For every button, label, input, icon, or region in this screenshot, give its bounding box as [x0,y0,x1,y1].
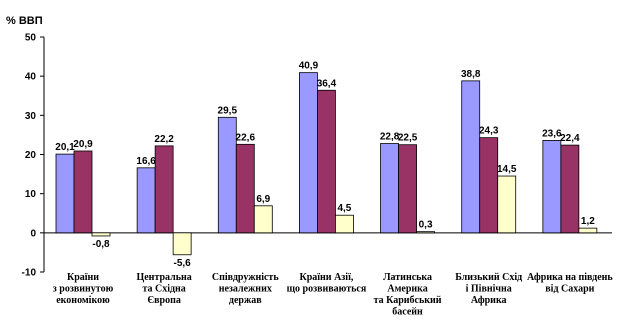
category-label-line: незалежних [219,284,272,295]
data-label: -0,8 [92,239,110,250]
category-label-line: з розвинутою [53,284,114,295]
data-label: 0,3 [419,220,433,231]
bar-s0-c1 [136,167,156,234]
data-label: 40,9 [299,61,319,72]
category-label-line: від Сахари [545,284,594,295]
y-tick-label: 10 [25,189,37,200]
data-label: 38,8 [461,69,481,80]
data-label: 4,5 [337,203,351,214]
category-label-line: економікою [56,295,110,306]
category-label-line: держав [229,295,262,306]
bar-s2-c6 [578,227,598,234]
data-labels: 20,120,9 -0,8 16,6 22,2 -5,6 29,5 22,6 6,9 40,9 3… [55,61,595,269]
bar-s1-c4 [398,144,417,234]
category-label-line: Співдружність [212,272,279,283]
bar-s0-c4 [380,143,399,234]
data-label: 20,9 [73,139,93,150]
y-tick-label: 20 [25,150,37,161]
bar-s0-c6 [542,139,562,234]
category-label-line: Країни Азії, [299,272,353,283]
bar-s1-c0 [73,150,93,234]
data-label: -5,6 [174,258,192,269]
bar-s2-c5 [497,175,517,234]
bar-s1-c2 [235,143,255,234]
bar-s1-c6 [560,144,580,234]
y-axis-ticks: -10 0 10 20 30 40 50 [22,33,44,279]
category-label-line: і Північна [466,284,512,295]
category-label-line: Америка [387,284,427,295]
bar-s0-c5 [461,80,481,234]
bar-s1-c3 [317,89,336,234]
y-tick-label: 40 [25,72,37,83]
y-tick-label: -10 [22,268,37,279]
y-tick-label: 50 [25,33,37,44]
data-label: 22,6 [236,132,256,143]
data-label: 1,2 [581,216,595,227]
y-axis-unit-label: % ВВП [6,15,43,27]
category-label-line: що розвиваються [287,284,367,295]
bars [55,72,598,256]
data-label: 6,9 [256,194,270,205]
category-label-line: басейн [392,307,423,318]
data-label: 20,1 [55,142,75,153]
data-label: 24,3 [479,126,499,137]
bar-s2-c4 [416,231,435,234]
data-label: 22,4 [560,133,580,144]
bar-s1-c1 [154,145,174,234]
bar-s0-c2 [217,116,237,234]
bar-s0-c0 [55,153,75,234]
category-label-line: Країни [67,272,99,283]
category-label-line: Близький Схід [455,272,522,283]
data-label: 36,4 [317,78,337,89]
bar-s2-c1 [172,232,192,256]
y-tick-label: 0 [30,228,36,239]
data-label: 29,5 [218,105,238,116]
data-label: 16,6 [136,156,156,167]
bar-s0-c3 [299,72,318,234]
data-label: 22,8 [380,132,400,143]
bar-s2-c3 [335,214,354,234]
category-label-line: Центральна [136,272,191,283]
category-label-line: та Східна [142,284,185,295]
bar-s2-c0 [91,232,111,237]
category-label-line: Африка [471,295,507,306]
y-tick-label: 30 [25,111,37,122]
bar-s2-c2 [253,205,273,234]
category-label-line: Африка на південь [527,272,613,283]
data-label: 14,5 [497,164,517,175]
bar-s1-c5 [479,137,499,234]
data-label: 22,2 [154,134,174,145]
category-label-line: Європа [147,295,181,306]
category-label-line: та Карибський [374,295,442,306]
data-label: 22,5 [398,133,418,144]
data-label: 23,6 [542,128,562,139]
category-label-line: Латинська [383,272,432,283]
